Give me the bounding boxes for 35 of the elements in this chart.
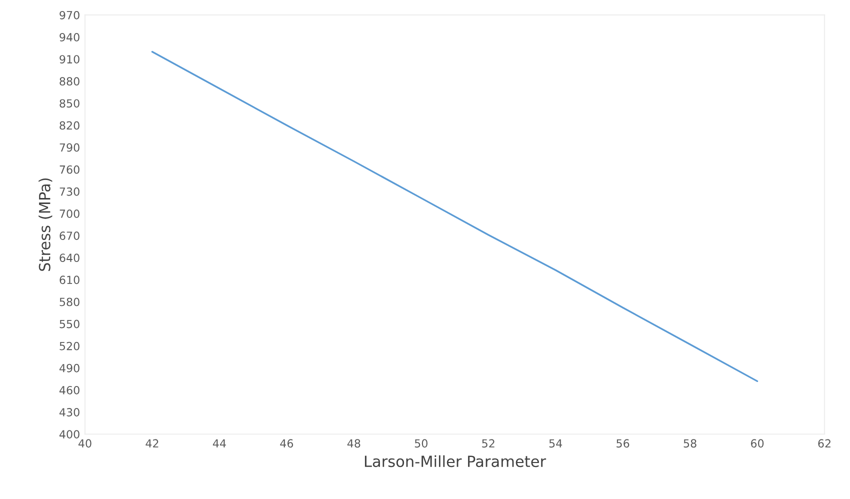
y-tick-label: 910: [60, 55, 80, 64]
y-tick-label: 580: [60, 298, 80, 306]
y-tick-label: 430: [59, 408, 80, 416]
y-tick-label: 520: [60, 342, 80, 350]
y-tick-label: 700: [60, 209, 80, 218]
y-tick-label: 790: [60, 143, 80, 152]
y-tick-label: 850: [60, 99, 80, 108]
y-tick-label: 940: [60, 33, 80, 42]
x-tick-label: 54: [549, 439, 562, 448]
y-tick-label: 640: [60, 254, 80, 262]
y-tick-label: 400: [59, 430, 80, 439]
y-tick-label: 820: [60, 121, 80, 130]
y-tick-label: 880: [60, 77, 80, 86]
x-tick-label: 46: [280, 439, 294, 448]
x-tick-label: 42: [146, 439, 158, 448]
x-tick-label: 40: [78, 439, 92, 448]
y-tick-label: 760: [60, 165, 80, 174]
x-tick-label: 52: [482, 439, 494, 448]
x-tick-label: 48: [347, 439, 360, 448]
x-tick-label: 56: [616, 439, 630, 448]
y-tick-label: 550: [60, 320, 80, 328]
x-tick-label: 50: [414, 439, 428, 448]
y-tick-label: 490: [59, 364, 80, 372]
x-tick-label: 44: [212, 439, 226, 448]
y-tick-label: 730: [60, 187, 80, 196]
x-tick-label: 60: [750, 439, 764, 448]
x-axis-title: Larson-Miller Parameter: [364, 455, 546, 468]
line-series: [151, 50, 758, 382]
y-tick-label: 670: [60, 232, 80, 240]
x-tick-label: 62: [818, 439, 830, 448]
x-tick-label: 58: [684, 439, 696, 448]
y-tick-label: 970: [60, 10, 80, 20]
y-axis-title: Stress (MPa): [38, 178, 52, 271]
y-tick-label: 610: [60, 276, 80, 284]
y-tick-label: 460: [59, 386, 80, 394]
